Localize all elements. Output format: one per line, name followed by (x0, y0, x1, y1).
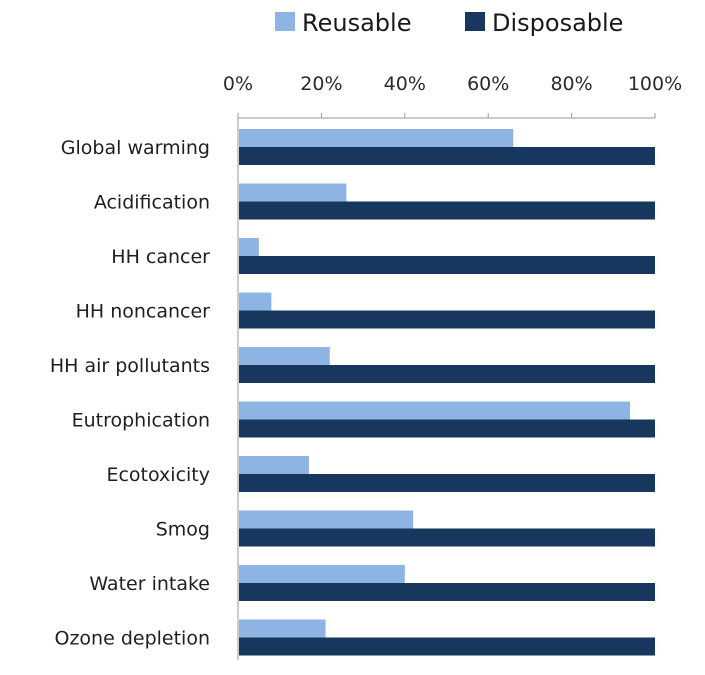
x-tick-label: 60% (467, 73, 509, 95)
legend-label-disposable: Disposable (492, 9, 623, 37)
category-label: Ozone depletion (55, 628, 211, 650)
legend-label-reusable: Reusable (302, 9, 411, 37)
bar-disposable (239, 256, 655, 274)
category-label: Eutrophication (72, 410, 210, 432)
legend: Reusable Disposable (275, 9, 623, 37)
bar-disposable (239, 528, 655, 547)
bar-disposable (239, 474, 655, 492)
legend-swatch-disposable (465, 12, 485, 31)
category-label: Ecotoxicity (106, 464, 210, 486)
x-tick-label: 100% (628, 73, 682, 95)
bar-reusable (239, 183, 347, 202)
category-label: Water intake (89, 573, 210, 595)
legend-swatch-reusable (275, 12, 295, 31)
category-label: Global warming (61, 137, 210, 159)
bar-reusable (239, 456, 309, 474)
bar-disposable (239, 637, 655, 656)
bars (239, 129, 655, 656)
x-tick-label: 80% (550, 73, 592, 95)
bar-disposable (239, 583, 655, 601)
bar-disposable (239, 147, 655, 165)
category-label: Smog (156, 519, 210, 541)
bar-reusable (239, 238, 259, 256)
category-label: HH air pollutants (50, 355, 210, 377)
bar-reusable (239, 347, 330, 365)
bar-disposable (239, 201, 655, 220)
bar-disposable (239, 419, 655, 438)
x-tick-label: 20% (300, 73, 342, 95)
bar-reusable (239, 565, 405, 583)
category-labels: Global warming Acidification HH cancer HH n… (50, 137, 210, 650)
x-tick-label: 0% (223, 73, 253, 95)
x-axis: 0% 20% 40% 60% 80% 100% (223, 73, 682, 660)
bar-reusable (239, 292, 272, 311)
category-label: Acidification (94, 192, 210, 214)
category-label: HH cancer (111, 246, 210, 268)
bar-reusable (239, 619, 326, 638)
bar-disposable (239, 310, 655, 329)
bar-reusable (239, 129, 514, 147)
bar-disposable (239, 365, 655, 383)
bar-reusable (239, 401, 630, 420)
x-tick-label: 40% (384, 73, 426, 95)
bar-reusable (239, 510, 414, 529)
category-label: HH noncancer (76, 301, 211, 323)
